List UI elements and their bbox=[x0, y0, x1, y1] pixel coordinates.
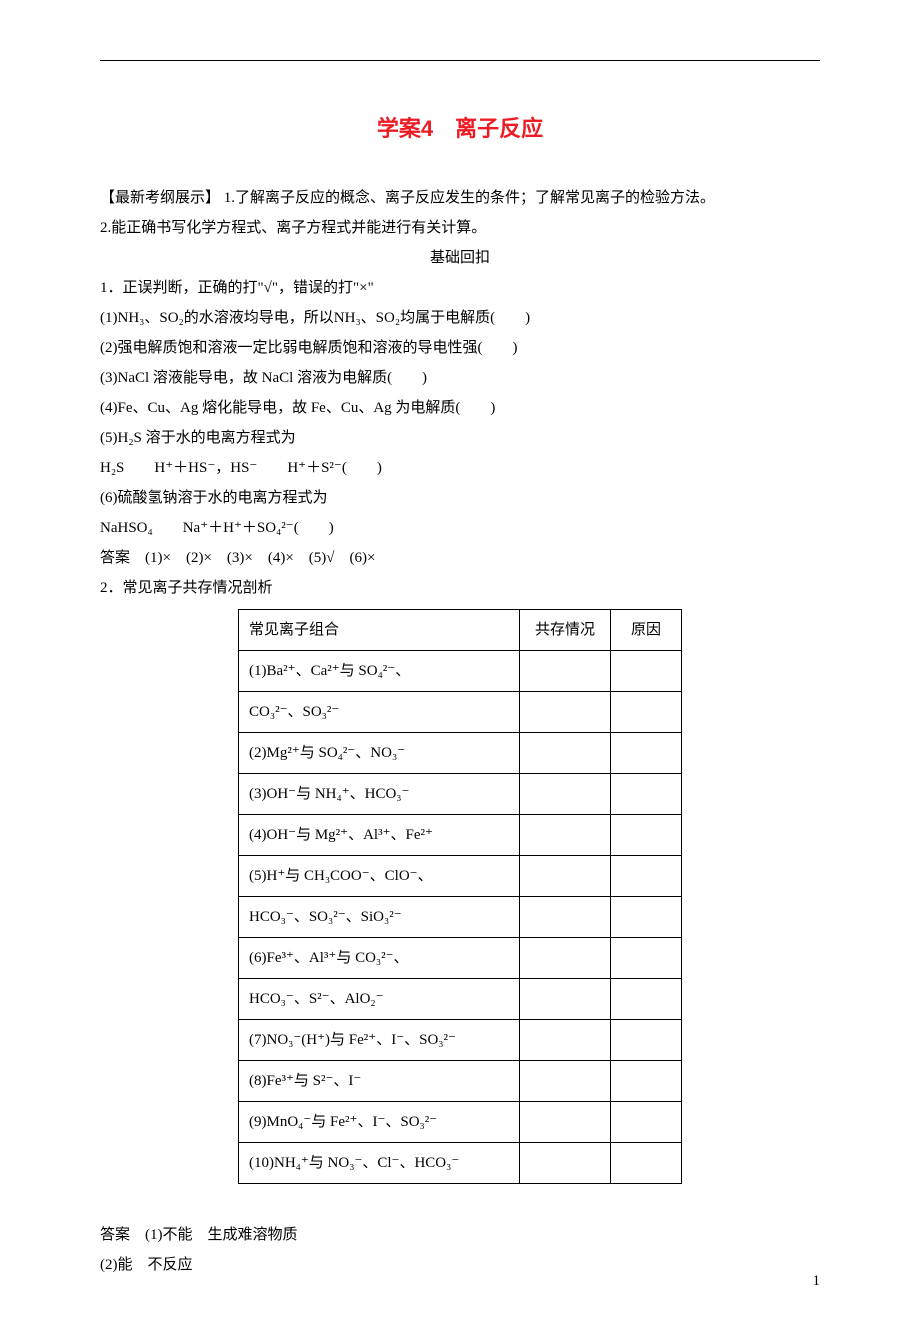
cell-reason bbox=[611, 651, 682, 692]
table-row: HCO₃⁻、SO₃²⁻、SiO₃²⁻ bbox=[239, 897, 682, 938]
q1-item-2: (2)强电解质饱和溶液一定比弱电解质饱和溶液的导电性强( ) bbox=[100, 333, 820, 363]
cell-reason bbox=[611, 1020, 682, 1061]
cell-combo: CO₃²⁻、SO₃²⁻ bbox=[239, 692, 520, 733]
table-row: (7)NO₃⁻(H⁺)与 Fe²⁺、I⁻、SO₃²⁻ bbox=[239, 1020, 682, 1061]
q2-stem: 2．常见离子共存情况剖析 bbox=[100, 573, 820, 603]
ion-table: 常见离子组合 共存情况 原因 (1)Ba²⁺、Ca²⁺与 SO₄²⁻、 CO₃²… bbox=[238, 609, 682, 1184]
table-row: (3)OH⁻与 NH₄⁺、HCO₃⁻ bbox=[239, 774, 682, 815]
cell-reason bbox=[611, 938, 682, 979]
table-row: (8)Fe³⁺与 S²⁻、I⁻ bbox=[239, 1061, 682, 1102]
table-row: (2)Mg²⁺与 SO₄²⁻、NO₃⁻ bbox=[239, 733, 682, 774]
cell-combo: (2)Mg²⁺与 SO₄²⁻、NO₃⁻ bbox=[239, 733, 520, 774]
table-row: (6)Fe³⁺、Al³⁺与 CO₃²⁻、 bbox=[239, 938, 682, 979]
cell-combo: (6)Fe³⁺、Al³⁺与 CO₃²⁻、 bbox=[239, 938, 520, 979]
cell-coexist bbox=[520, 979, 611, 1020]
cell-coexist bbox=[520, 938, 611, 979]
cell-combo: HCO₃⁻、S²⁻、AlO₂⁻ bbox=[239, 979, 520, 1020]
cell-reason bbox=[611, 979, 682, 1020]
q2-answer-1: 答案 (1)不能 生成难溶物质 bbox=[100, 1220, 820, 1250]
table-row: CO₃²⁻、SO₃²⁻ bbox=[239, 692, 682, 733]
cell-reason bbox=[611, 692, 682, 733]
page-container: 学案4 离子反应 【最新考纲展示】 1.了解离子反应的概念、离子反应发生的条件；… bbox=[0, 0, 920, 1320]
cell-combo: (5)H⁺与 CH₃COO⁻、ClO⁻、 bbox=[239, 856, 520, 897]
table-row: (10)NH₄⁺与 NO₃⁻、Cl⁻、HCO₃⁻ bbox=[239, 1143, 682, 1184]
cell-combo: (1)Ba²⁺、Ca²⁺与 SO₄²⁻、 bbox=[239, 651, 520, 692]
cell-reason bbox=[611, 1143, 682, 1184]
cell-coexist bbox=[520, 897, 611, 938]
page-number: 1 bbox=[813, 1273, 821, 1290]
lesson-title: 学案4 离子反应 bbox=[100, 111, 820, 143]
intro-line-2: 2.能正确书写化学方程式、离子方程式并能进行有关计算。 bbox=[100, 213, 820, 243]
cell-reason bbox=[611, 774, 682, 815]
document-body: 【最新考纲展示】 1.了解离子反应的概念、离子反应发生的条件；了解常见离子的检验… bbox=[100, 183, 820, 1280]
cell-reason bbox=[611, 815, 682, 856]
cell-combo: (7)NO₃⁻(H⁺)与 Fe²⁺、I⁻、SO₃²⁻ bbox=[239, 1020, 520, 1061]
table-row: (5)H⁺与 CH₃COO⁻、ClO⁻、 bbox=[239, 856, 682, 897]
q1-item-6b: NaHSO₄ Na⁺＋H⁺＋SO₄²⁻( ) bbox=[100, 513, 820, 543]
intro-label: 【最新考纲展示】 bbox=[100, 190, 220, 206]
q1-item-4: (4)Fe、Cu、Ag 熔化能导电，故 Fe、Cu、Ag 为电解质( ) bbox=[100, 393, 820, 423]
q1-item-3: (3)NaCl 溶液能导电，故 NaCl 溶液为电解质( ) bbox=[100, 363, 820, 393]
intro-line-1: 【最新考纲展示】 1.了解离子反应的概念、离子反应发生的条件；了解常见离子的检验… bbox=[100, 183, 820, 213]
cell-coexist bbox=[520, 856, 611, 897]
th-coexist: 共存情况 bbox=[520, 610, 611, 651]
q1-item-6: (6)硫酸氢钠溶于水的电离方程式为 bbox=[100, 483, 820, 513]
cell-reason bbox=[611, 733, 682, 774]
cell-coexist bbox=[520, 651, 611, 692]
cell-coexist bbox=[520, 1020, 611, 1061]
q1-item-1: (1)NH₃、SO₂的水溶液均导电，所以NH₃、SO₂均属于电解质( ) bbox=[100, 303, 820, 333]
q1-item-5: (5)H₂S 溶于水的电离方程式为 bbox=[100, 423, 820, 453]
cell-combo: HCO₃⁻、SO₃²⁻、SiO₃²⁻ bbox=[239, 897, 520, 938]
cell-reason bbox=[611, 1102, 682, 1143]
cell-combo: (3)OH⁻与 NH₄⁺、HCO₃⁻ bbox=[239, 774, 520, 815]
cell-combo: (8)Fe³⁺与 S²⁻、I⁻ bbox=[239, 1061, 520, 1102]
q1-answer: 答案 (1)× (2)× (3)× (4)× (5)√ (6)× bbox=[100, 543, 820, 573]
th-combination: 常见离子组合 bbox=[239, 610, 520, 651]
table-row: (4)OH⁻与 Mg²⁺、Al³⁺、Fe²⁺ bbox=[239, 815, 682, 856]
cell-reason bbox=[611, 1061, 682, 1102]
cell-reason bbox=[611, 897, 682, 938]
table-row: HCO₃⁻、S²⁻、AlO₂⁻ bbox=[239, 979, 682, 1020]
cell-reason bbox=[611, 856, 682, 897]
table-header-row: 常见离子组合 共存情况 原因 bbox=[239, 610, 682, 651]
cell-coexist bbox=[520, 1102, 611, 1143]
q1-item-5b: H₂S H⁺＋HS⁻，HS⁻ H⁺＋S²⁻( ) bbox=[100, 453, 820, 483]
cell-coexist bbox=[520, 1143, 611, 1184]
intro-text-1: 1.了解离子反应的概念、离子反应发生的条件；了解常见离子的检验方法。 bbox=[224, 190, 715, 206]
cell-coexist bbox=[520, 692, 611, 733]
table-row: (9)MnO₄⁻与 Fe²⁺、I⁻、SO₃²⁻ bbox=[239, 1102, 682, 1143]
cell-combo: (4)OH⁻与 Mg²⁺、Al³⁺、Fe²⁺ bbox=[239, 815, 520, 856]
cell-combo: (9)MnO₄⁻与 Fe²⁺、I⁻、SO₃²⁻ bbox=[239, 1102, 520, 1143]
cell-combo: (10)NH₄⁺与 NO₃⁻、Cl⁻、HCO₃⁻ bbox=[239, 1143, 520, 1184]
th-reason: 原因 bbox=[611, 610, 682, 651]
header-rule bbox=[100, 60, 820, 61]
q2-answer-2: (2)能 不反应 bbox=[100, 1250, 820, 1280]
cell-coexist bbox=[520, 733, 611, 774]
table-row: (1)Ba²⁺、Ca²⁺与 SO₄²⁻、 bbox=[239, 651, 682, 692]
cell-coexist bbox=[520, 774, 611, 815]
q1-stem: 1．正误判断，正确的打"√"，错误的打"×" bbox=[100, 273, 820, 303]
section-heading-basics: 基础回扣 bbox=[100, 243, 820, 273]
cell-coexist bbox=[520, 1061, 611, 1102]
cell-coexist bbox=[520, 815, 611, 856]
